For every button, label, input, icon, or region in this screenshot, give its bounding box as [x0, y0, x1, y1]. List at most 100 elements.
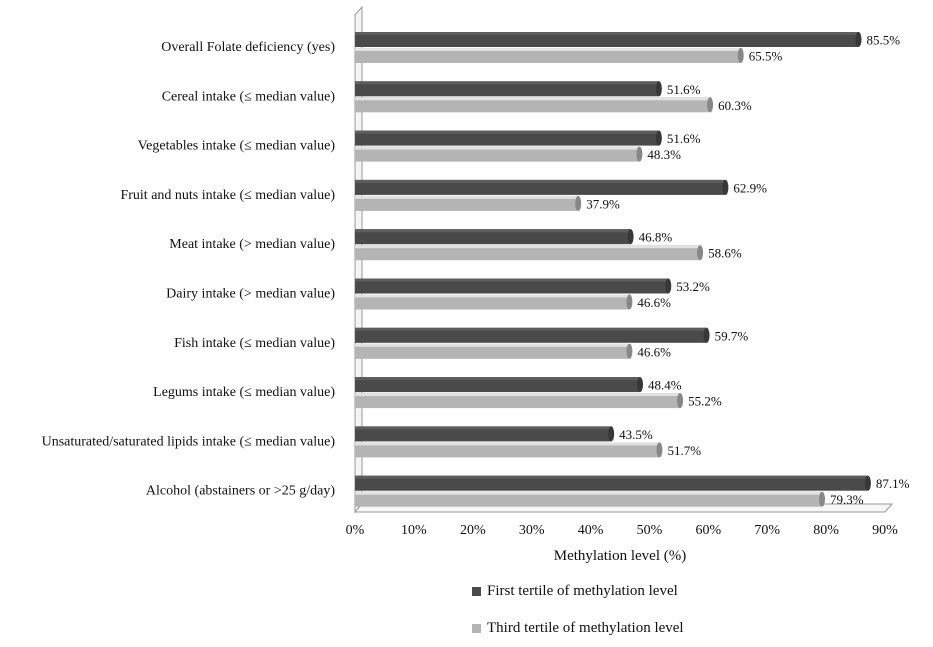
bar-first-tertile-highlight [355, 229, 631, 233]
bar-first-tertile-cap [655, 130, 662, 146]
value-label-third: 79.3% [830, 492, 864, 507]
bar-third-tertile-highlight [355, 146, 640, 150]
bar-first-tertile-cap [608, 426, 615, 442]
value-label-first: 51.6% [667, 131, 701, 146]
category-label: Meat intake (> median value) [169, 237, 335, 252]
bar-third-tertile-highlight [355, 195, 579, 199]
bar-third-tertile-highlight [355, 491, 822, 495]
value-label-third: 58.6% [708, 246, 742, 261]
value-label-third: 55.2% [688, 394, 722, 409]
bar-third-tertile-highlight [355, 343, 630, 347]
bar-third-tertile-cap [707, 97, 714, 113]
legend-label-third: Third tertile of methylation level [487, 620, 684, 636]
x-tick-label: 90% [872, 523, 898, 538]
x-tick-label: 30% [519, 523, 545, 538]
bar-third-tertile-cap [697, 245, 704, 261]
bar-third-tertile [355, 245, 701, 261]
value-label-first: 85.5% [867, 33, 901, 48]
value-label-third: 37.9% [586, 196, 620, 211]
bar-third-tertile-cap [575, 195, 582, 211]
bar-first-tertile-cap [627, 229, 634, 245]
bar-first-tertile-highlight [355, 426, 612, 430]
value-label-first: 48.4% [648, 378, 682, 393]
x-tick-label: 50% [637, 523, 663, 538]
bar-first-tertile [355, 426, 612, 442]
bar-first-tertile-cap [637, 377, 644, 393]
x-tick-label: 70% [754, 523, 780, 538]
bar-third-tertile [355, 48, 741, 63]
bar-first-tertile [355, 179, 726, 195]
legend-item-third: Third tertile of methylation level [472, 620, 684, 637]
value-label-first: 87.1% [876, 476, 910, 491]
bar-third-tertile-highlight [355, 97, 711, 101]
bar-first-tertile-cap [864, 475, 871, 491]
bar-third-tertile [355, 146, 640, 162]
labels: Overall Folate deficiency (yes) 85.5% 65.5… [42, 33, 910, 508]
bar-first-tertile-highlight [355, 32, 859, 35]
bar-first-tertile-highlight [355, 327, 707, 331]
bar-third-tertile [355, 195, 579, 211]
x-tick-label: 10% [401, 523, 427, 538]
value-label-third: 60.3% [718, 98, 752, 113]
bar-first-tertile-highlight [355, 81, 659, 85]
bar-third-tertile [355, 442, 660, 458]
bar-third-tertile-cap [626, 294, 633, 310]
category-label: Fish intake (≤ median value) [174, 336, 335, 351]
bar-third-tertile-cap [636, 146, 643, 162]
bar-third-tertile-highlight [355, 393, 681, 397]
x-tick-label: 20% [460, 523, 486, 538]
bar-first-tertile [355, 327, 707, 343]
bar-third-tertile-cap [677, 393, 684, 409]
value-label-first: 51.6% [667, 82, 701, 97]
bar-third-tertile-cap [626, 343, 633, 359]
category-label: Legums intake (≤ median value) [153, 385, 335, 400]
category-label: Fruit and nuts intake (≤ median value) [120, 188, 335, 203]
legend-label-first: First tertile of methylation level [487, 583, 678, 599]
bar-first-tertile-cap [855, 32, 862, 47]
bar-first-tertile-highlight [355, 130, 659, 134]
bar-first-tertile [355, 377, 641, 393]
bar-third-tertile-cap [818, 491, 825, 507]
bar-first-tertile [355, 130, 659, 146]
value-label-first: 43.5% [619, 427, 653, 442]
bar-first-tertile-cap [703, 327, 710, 343]
bar-third-tertile-cap [656, 442, 663, 458]
x-tick-label: 60% [695, 523, 721, 538]
bar-first-tertile-highlight [355, 475, 868, 479]
bar-third-tertile [355, 97, 711, 113]
bar-first-tertile-cap [655, 81, 662, 97]
category-label: Unsaturated/saturated lipids intake (≤ m… [42, 434, 336, 449]
bar-first-tertile [355, 229, 631, 245]
bar-first-tertile-highlight [355, 278, 669, 282]
x-tick-label: 40% [578, 523, 604, 538]
value-label-third: 46.6% [637, 344, 671, 359]
value-label-first: 62.9% [733, 180, 767, 195]
category-label: Dairy intake (> median value) [166, 287, 335, 302]
bar-third-tertile [355, 294, 630, 310]
value-label-third: 48.3% [647, 147, 681, 162]
bar-first-tertile [355, 32, 859, 47]
category-label: Vegetables intake (≤ median value) [138, 139, 336, 154]
bar-third-tertile-highlight [355, 48, 741, 51]
value-label-third: 65.5% [749, 49, 783, 64]
bar-third-tertile [355, 491, 822, 507]
category-label: Overall Folate deficiency (yes) [161, 40, 335, 55]
bar-first-tertile-cap [722, 179, 729, 195]
bar-third-tertile-highlight [355, 245, 701, 249]
value-label-first: 53.2% [676, 279, 710, 294]
x-tick-label: 0% [346, 523, 365, 538]
bar-first-tertile [355, 278, 669, 294]
bar-third-tertile [355, 343, 630, 359]
x-tick-label: 80% [813, 523, 839, 538]
bars [355, 32, 871, 507]
bar-first-tertile [355, 81, 659, 97]
legend-item-first: First tertile of methylation level [472, 583, 678, 600]
bar-first-tertile-highlight [355, 179, 726, 183]
bar-first-tertile-highlight [355, 377, 641, 381]
x-axis-label: Methylation level (%) [554, 548, 686, 564]
legend-swatch-third [472, 624, 481, 633]
value-label-first: 59.7% [715, 328, 749, 343]
category-label: Cereal intake (≤ median value) [162, 89, 336, 104]
value-label-third: 46.6% [637, 295, 671, 310]
